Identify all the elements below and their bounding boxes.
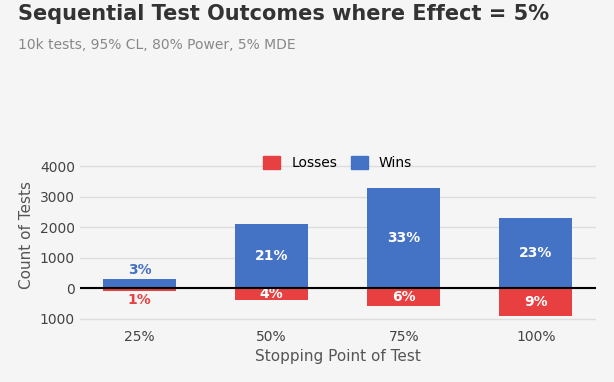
Bar (500, 288, 572, 316)
Text: Sequential Test Outcomes where Effect = 5%: Sequential Test Outcomes where Effect = … (18, 4, 550, 24)
Bar (367, 188, 440, 288)
Bar (235, 288, 308, 300)
Legend: Losses, Wins: Losses, Wins (259, 152, 416, 175)
Bar (500, 218, 572, 288)
X-axis label: Stopping Point of Test: Stopping Point of Test (255, 349, 421, 364)
Bar (103, 279, 176, 288)
Bar (367, 288, 440, 306)
Bar (103, 288, 176, 291)
Text: 9%: 9% (524, 295, 548, 309)
Text: 33%: 33% (387, 231, 421, 245)
Text: 6%: 6% (392, 290, 416, 304)
Text: 10k tests, 95% CL, 80% Power, 5% MDE: 10k tests, 95% CL, 80% Power, 5% MDE (18, 38, 296, 52)
Text: 4%: 4% (260, 287, 284, 301)
Bar (235, 224, 308, 288)
Text: 21%: 21% (255, 249, 289, 263)
Y-axis label: Count of Tests: Count of Tests (19, 181, 34, 289)
Text: 3%: 3% (128, 263, 152, 277)
Text: 1%: 1% (128, 293, 152, 307)
Text: 23%: 23% (519, 246, 553, 260)
